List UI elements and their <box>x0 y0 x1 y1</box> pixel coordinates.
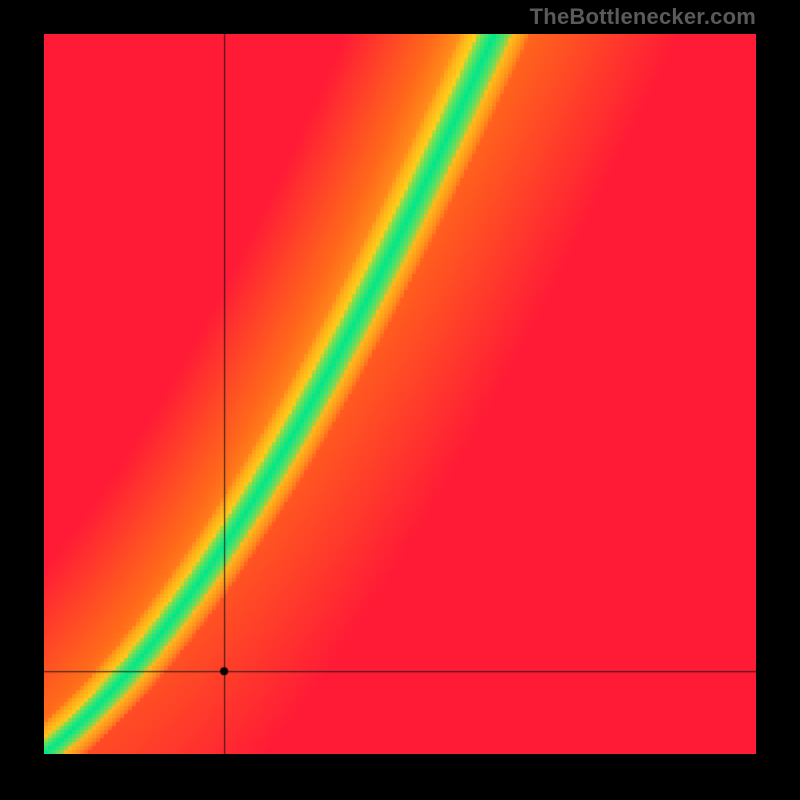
heatmap-canvas <box>44 34 756 754</box>
figure-root: TheBottlenecker.com <box>0 0 800 800</box>
watermark-label: TheBottlenecker.com <box>530 4 756 30</box>
